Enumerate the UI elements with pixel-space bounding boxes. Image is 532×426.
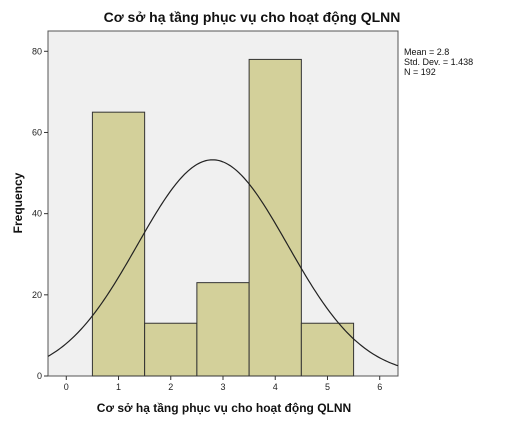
y-tick-label: 60 xyxy=(32,127,42,137)
normal-curve-line xyxy=(47,159,399,367)
x-tick-label: 5 xyxy=(325,382,330,392)
y-tick-label: 80 xyxy=(32,46,42,56)
x-tick-label: 2 xyxy=(168,382,173,392)
stat-n: N = 192 xyxy=(404,67,436,77)
normal-curve-group xyxy=(47,159,399,367)
x-tick-label: 0 xyxy=(64,382,69,392)
y-tick-label: 0 xyxy=(37,371,42,381)
x-tick-label: 1 xyxy=(116,382,121,392)
stat-std-dev: Std. Dev. = 1.438 xyxy=(404,57,473,67)
y-axis-label: Frequency xyxy=(11,172,25,233)
chart-title: Cơ sở hạ tầng phục vụ cho hoạt động QLNN xyxy=(104,9,401,25)
stats-legend: Mean = 2.8 Std. Dev. = 1.438 N = 192 xyxy=(404,47,473,77)
bar-4 xyxy=(248,58,302,377)
x-tick-label: 3 xyxy=(220,382,225,392)
bar-3 xyxy=(196,282,250,377)
y-axis-ticks: 0 20 40 60 80 xyxy=(32,46,48,381)
x-axis-label: Cơ sở hạ tầng phục vụ cho hoạt động QLNN xyxy=(97,401,351,415)
bar-1 xyxy=(91,111,146,377)
bar-5 xyxy=(300,322,355,377)
bars-group xyxy=(91,58,355,377)
x-tick-label: 6 xyxy=(377,382,382,392)
y-tick-label: 40 xyxy=(32,209,42,219)
x-tick-label: 4 xyxy=(273,382,278,392)
y-tick-label: 20 xyxy=(32,290,42,300)
bar-2 xyxy=(144,322,198,377)
x-axis-ticks: 0 1 2 3 4 5 6 xyxy=(64,376,382,392)
stat-mean: Mean = 2.8 xyxy=(404,47,449,57)
